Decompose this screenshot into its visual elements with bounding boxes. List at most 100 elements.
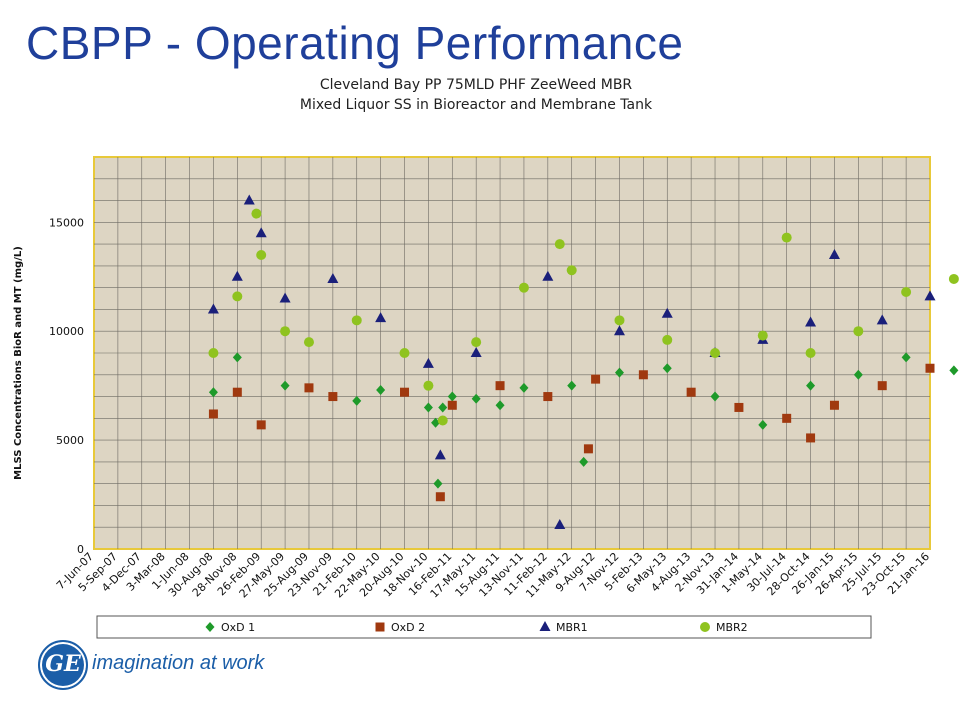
data-point <box>828 249 840 259</box>
data-point <box>279 292 291 303</box>
data-point <box>662 334 673 345</box>
data-point <box>256 420 266 430</box>
data-point <box>710 391 720 402</box>
data-point <box>447 400 457 410</box>
data-point <box>566 265 577 276</box>
data-point <box>280 380 290 391</box>
data-point <box>399 348 410 358</box>
data-point <box>232 352 242 363</box>
data-point <box>438 402 448 413</box>
data-point <box>447 391 457 402</box>
data-point <box>243 194 255 205</box>
data-point <box>805 316 817 327</box>
data-point <box>782 413 792 423</box>
y-axis-label: MLSS Concentrations BioR and MT (mg/L) <box>13 246 24 480</box>
data-point <box>304 383 314 393</box>
data-point <box>328 392 338 402</box>
legend-item: MBR2 <box>700 621 748 634</box>
data-point <box>579 456 589 467</box>
y-tick-label: 5000 <box>56 434 84 447</box>
legend-box <box>96 615 872 639</box>
logo-text: GE <box>45 651 81 677</box>
data-point <box>327 272 339 283</box>
footer-tagline: imagination at work <box>92 652 265 674</box>
y-tick-label: 10000 <box>49 325 84 338</box>
data-point <box>434 449 446 460</box>
data-point <box>853 369 863 380</box>
legend-label: OxD 1 <box>221 621 255 634</box>
data-point <box>208 387 218 398</box>
data-point <box>256 250 267 260</box>
data-point <box>518 282 529 293</box>
data-point <box>806 433 816 443</box>
data-point <box>352 395 362 406</box>
data-point <box>422 357 434 368</box>
ge-logo-icon: GE <box>38 640 88 690</box>
data-point <box>437 415 448 426</box>
legend-marker <box>539 621 551 631</box>
data-point <box>303 337 314 348</box>
data-point <box>255 227 267 238</box>
data-point <box>251 208 262 219</box>
legend-marker <box>375 622 385 632</box>
data-point <box>208 348 219 358</box>
data-point <box>686 387 696 397</box>
data-point <box>470 347 482 357</box>
data-point <box>471 393 481 404</box>
data-point <box>567 380 577 391</box>
data-point <box>423 380 434 391</box>
legend-marker <box>205 622 215 632</box>
chart-title-line-1: Cleveland Bay PP 75MLD PHF ZeeWeed MBR <box>319 77 633 93</box>
data-point <box>376 385 386 396</box>
data-point <box>280 326 291 337</box>
slide-title: CBPP - Operating Performance <box>26 17 684 69</box>
data-point <box>232 387 242 397</box>
legend-label: OxD 2 <box>391 621 425 634</box>
data-point <box>435 492 445 502</box>
data-point <box>638 370 648 380</box>
legend-item: OxD 1 <box>205 621 255 634</box>
data-point <box>614 315 625 326</box>
data-point <box>554 239 565 250</box>
data-point <box>614 367 624 378</box>
data-point <box>758 419 768 430</box>
data-point <box>806 380 816 391</box>
legend-item: MBR1 <box>539 621 588 634</box>
data-point <box>207 303 219 314</box>
data-point <box>543 392 553 402</box>
data-point <box>542 270 554 281</box>
data-point <box>925 363 935 373</box>
series-mbr2 <box>208 208 959 426</box>
data-point <box>948 273 959 284</box>
data-point <box>662 363 672 374</box>
data-point <box>876 314 888 325</box>
data-point <box>591 374 601 384</box>
legend-item: OxD 2 <box>375 621 425 634</box>
data-point <box>554 519 566 530</box>
data-point <box>901 352 911 363</box>
data-point <box>231 270 243 281</box>
data-point <box>583 444 593 454</box>
data-point <box>661 307 673 318</box>
data-point <box>949 365 959 376</box>
data-point <box>208 409 218 419</box>
data-point <box>853 326 864 337</box>
data-point <box>495 381 505 391</box>
data-point <box>495 400 505 411</box>
legend-label: MBR2 <box>716 621 748 634</box>
data-point <box>519 382 529 393</box>
data-point <box>433 478 443 489</box>
chart-title: Cleveland Bay PP 75MLD PHF ZeeWeed MBR M… <box>196 75 756 115</box>
data-point <box>877 381 887 391</box>
series-mbr1 <box>207 194 936 530</box>
data-point <box>901 287 912 298</box>
data-point <box>613 325 625 336</box>
legend-marker <box>700 622 710 632</box>
chart-legend: OxD 1 OxD 2 MBR1 MBR2 <box>96 615 872 639</box>
y-tick-label: 15000 <box>49 216 84 229</box>
data-point <box>734 402 744 412</box>
data-point <box>805 348 816 358</box>
series-oxd-2 <box>208 363 935 502</box>
data-point <box>471 337 482 348</box>
data-point <box>351 315 362 326</box>
